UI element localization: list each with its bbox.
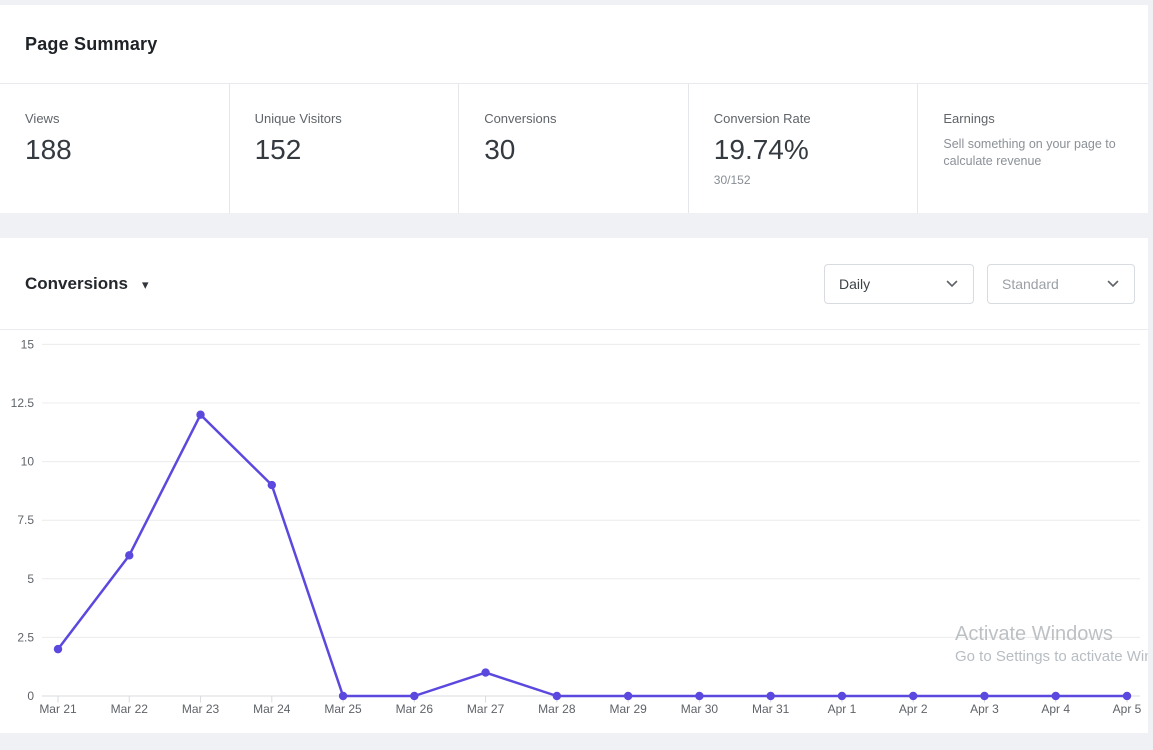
metric-dropdown[interactable]: Conversions ▾ [25, 274, 149, 294]
stat-value: 152 [254, 134, 302, 165]
stat-card-conversions: Conversions 30 [459, 84, 689, 213]
svg-text:2.5: 2.5 [17, 630, 34, 644]
page-summary-card: Page Summary [0, 5, 1148, 84]
svg-text:Apr 1: Apr 1 [828, 702, 857, 716]
chart-title-label: Conversions [25, 273, 128, 293]
stat-card-earnings: Earnings Sell something on your page to … [918, 84, 1148, 213]
conversions-chart-card: Conversions ▾ Daily Standard 15 12.5 10 7.5… [0, 238, 1148, 733]
stat-value: 19.74% [713, 134, 809, 165]
chevron-down-icon [946, 280, 958, 287]
svg-text:Mar 29: Mar 29 [609, 702, 647, 716]
svg-text:10: 10 [21, 455, 35, 469]
caret-down-icon: ▾ [141, 277, 149, 292]
svg-text:Mar 23: Mar 23 [182, 702, 220, 716]
chart-header: Conversions ▾ Daily Standard [0, 238, 1148, 330]
svg-text:Mar 22: Mar 22 [111, 702, 149, 716]
svg-text:Mar 30: Mar 30 [681, 702, 719, 716]
frequency-select[interactable]: Daily [824, 263, 974, 304]
svg-text:15: 15 [21, 337, 35, 351]
stat-label: Conversion Rate [713, 111, 811, 126]
page-title: Page Summary [25, 33, 158, 54]
svg-text:Mar 25: Mar 25 [324, 702, 362, 716]
svg-text:Apr 2: Apr 2 [899, 702, 928, 716]
svg-text:Mar 26: Mar 26 [396, 702, 434, 716]
page: Page Summary Views 188 Unique Visitors 1… [0, 5, 1148, 733]
svg-text:Mar 28: Mar 28 [538, 702, 576, 716]
stat-value: 30 [484, 134, 516, 165]
chart-area: 15 12.5 10 7.5 5 2.5 0 Mar 21 Mar 22 Mar 23 Mar 24… [0, 330, 1148, 733]
svg-text:5: 5 [27, 572, 34, 586]
svg-text:0: 0 [27, 689, 34, 703]
svg-text:7.5: 7.5 [17, 513, 34, 527]
chevron-down-icon [1107, 280, 1119, 287]
stat-card-views: Views 188 [0, 84, 230, 213]
stat-description: Sell something on your page to calculate… [943, 137, 1116, 168]
chart-controls: Daily Standard [824, 263, 1135, 304]
svg-text:Apr 5: Apr 5 [1113, 702, 1142, 716]
stat-card-conversion-rate: Conversion Rate 19.74% 30/152 [689, 84, 919, 213]
svg-text:Apr 3: Apr 3 [970, 702, 999, 716]
stat-label: Views [25, 111, 60, 126]
svg-text:Mar 31: Mar 31 [752, 702, 790, 716]
stats-row: Views 188 Unique Visitors 152 Conversion… [0, 84, 1148, 213]
svg-text:12.5: 12.5 [11, 396, 35, 410]
conversions-line-chart: 15 12.5 10 7.5 5 2.5 0 Mar 21 Mar 22 Mar 23 Mar 24… [11, 337, 1142, 716]
stat-label: Earnings [943, 111, 995, 126]
stat-card-unique-visitors: Unique Visitors 152 [230, 84, 460, 213]
svg-text:Mar 27: Mar 27 [467, 702, 505, 716]
svg-text:Mar 24: Mar 24 [253, 702, 291, 716]
stat-value: 188 [25, 134, 72, 165]
style-select[interactable]: Standard [987, 263, 1135, 304]
svg-text:Mar 21: Mar 21 [39, 702, 77, 716]
frequency-select-value: Daily [839, 275, 871, 292]
style-select-value: Standard [1002, 275, 1059, 292]
svg-text:Apr 4: Apr 4 [1041, 702, 1070, 716]
stat-ratio: 30/152 [713, 173, 751, 187]
stat-label: Unique Visitors [254, 111, 342, 126]
stat-label: Conversions [484, 111, 557, 126]
